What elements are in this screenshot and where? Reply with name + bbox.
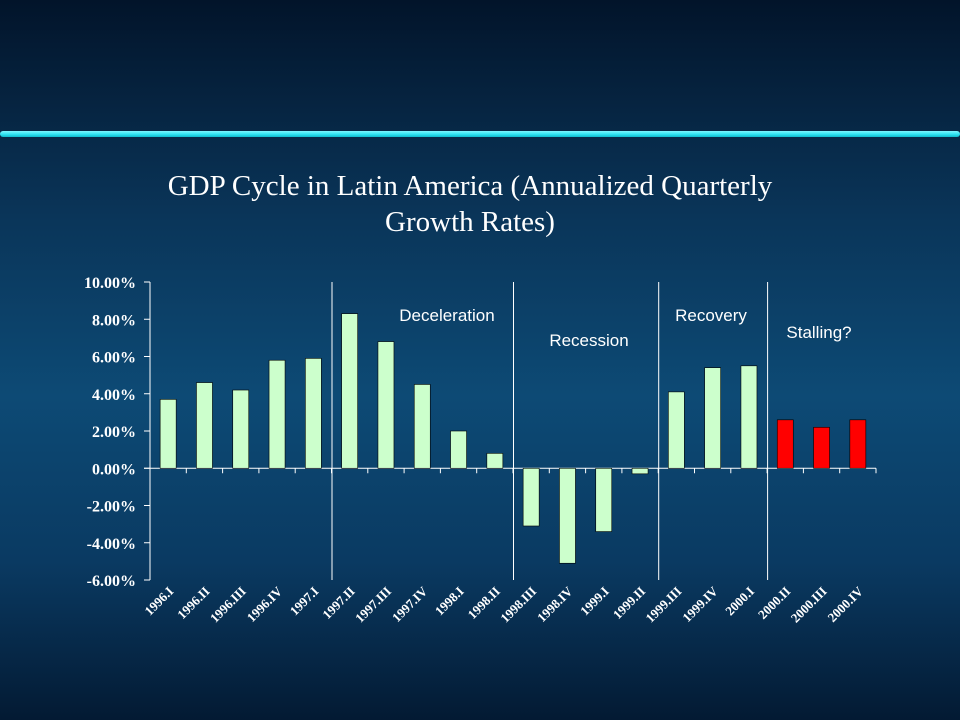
x-tick-label: 2000.IV	[824, 583, 866, 625]
chart-title-line-2: Growth Rates)	[385, 206, 555, 238]
y-tick-label: 10.00%	[84, 275, 136, 292]
bar-2000.III	[813, 426, 830, 469]
chart-title-line-1: GDP Cycle in Latin America (Annualized Q…	[167, 170, 773, 202]
y-tick-label: 4.00%	[92, 387, 136, 404]
bar-1997.I	[305, 358, 322, 469]
bar-1997.IV	[413, 384, 431, 469]
bar-1999.II	[631, 467, 649, 475]
x-tick-label: 1998.III	[497, 584, 539, 626]
chart-title: GDP Cycle in Latin America (Annualized Q…	[80, 168, 860, 240]
x-tick-label: 1996.IV	[244, 583, 286, 625]
bar-1999.I	[595, 467, 613, 532]
bar-1997.III	[377, 341, 395, 469]
annotation-recession: Recession	[549, 331, 628, 350]
x-tick-label: 1996.I	[141, 584, 176, 619]
bar-1996.III	[232, 389, 250, 469]
annotation-recovery: Recovery	[675, 306, 747, 325]
y-tick-label: -2.00%	[87, 499, 136, 516]
x-tick-label: 1997.III	[352, 584, 394, 626]
x-tick-label: 1998.I	[432, 584, 467, 619]
bar-2000.II	[776, 419, 794, 469]
annotation-stalling: Stalling?	[786, 323, 851, 342]
x-tick-label: 1999.III	[642, 584, 684, 626]
bar-1998.IV	[559, 467, 576, 564]
title-accent-rule	[0, 131, 960, 137]
bar-1996.IV	[268, 359, 286, 469]
bar-2000.I	[740, 365, 758, 469]
bar-1998.III	[522, 467, 540, 527]
x-tick-label: 1997.IV	[389, 583, 431, 625]
y-tick-label: -6.00%	[87, 573, 136, 590]
x-tick-label: 2000.I	[722, 584, 757, 619]
y-tick-label: -4.00%	[87, 536, 136, 553]
y-tick-label: 0.00%	[92, 461, 136, 478]
y-tick-label: 8.00%	[92, 312, 136, 329]
y-tick-label: 2.00%	[92, 424, 136, 441]
bar-1998.II	[486, 453, 504, 469]
annotation-deceleration: Deceleration	[399, 306, 494, 325]
bar-1999.IV	[704, 367, 721, 469]
x-tick-label: 2000.III	[788, 584, 830, 626]
bar-1996.II	[196, 382, 213, 469]
x-tick-label: 1996.III	[207, 584, 249, 626]
bar-2000.IV	[849, 419, 867, 469]
x-tick-label: 1998.IV	[534, 583, 576, 625]
bar-1997.II	[341, 313, 358, 469]
x-tick-label: 1999.IV	[679, 583, 721, 625]
x-tick-label: 1999.I	[577, 584, 612, 619]
bar-1999.III	[668, 391, 685, 469]
bar-1996.I	[159, 399, 177, 469]
y-tick-label: 6.00%	[92, 350, 136, 367]
bar-1998.I	[450, 430, 467, 469]
x-tick-label: 1997.I	[287, 584, 322, 619]
